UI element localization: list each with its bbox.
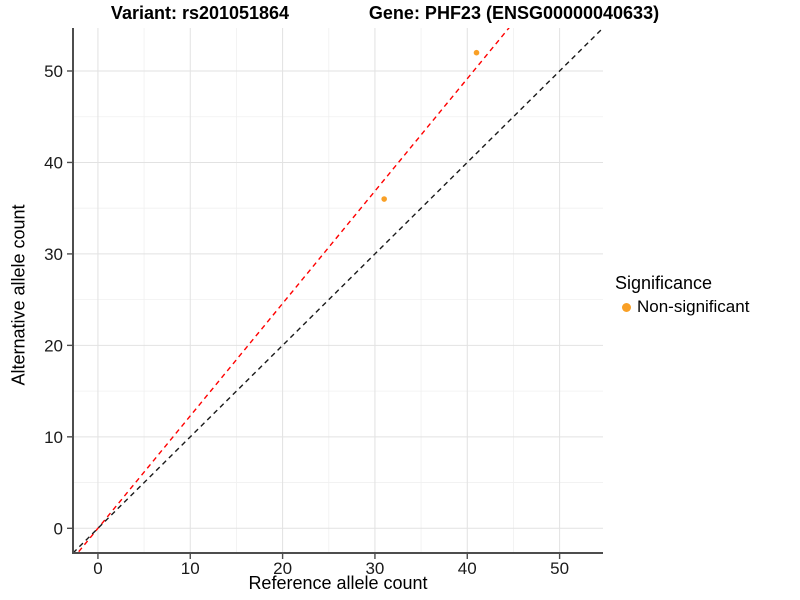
x-tick-label-10: 10 [181, 559, 200, 578]
y-axis-title: Alternative allele count [8, 204, 29, 386]
plot-title-gene: Gene: PHF23 (ENSG00000040633) [368, 3, 660, 23]
plot-title-variant: Variant: rs201051864 [110, 3, 290, 23]
legend-item-non-significant[interactable]: Non-significant [615, 297, 795, 317]
data-point [473, 49, 480, 56]
y-tick-label-20: 20 [44, 336, 63, 355]
y-tick-label-10: 10 [44, 428, 63, 447]
fit-line [76, 28, 510, 553]
x-axis-title: Reference allele count [248, 573, 428, 593]
identity-line [73, 28, 603, 553]
legend: Significance Non-significant [615, 272, 795, 317]
y-tick-label-30: 30 [44, 245, 63, 264]
x-tick-label-0: 0 [93, 559, 102, 578]
legend-title: Significance [615, 273, 713, 293]
x-tick-label-20: 20 [273, 559, 292, 578]
legend-item-label: Non-significant [637, 297, 750, 316]
y-tick-label-50: 50 [44, 62, 63, 81]
y-tick-label-0: 0 [54, 519, 63, 538]
x-tick-label-30: 30 [365, 559, 384, 578]
data-point [381, 196, 387, 202]
legend-point-icon [622, 302, 631, 312]
y-tick-label-40: 40 [44, 153, 63, 172]
x-tick-label-40: 40 [458, 559, 477, 578]
x-tick-label-50: 50 [550, 559, 569, 578]
